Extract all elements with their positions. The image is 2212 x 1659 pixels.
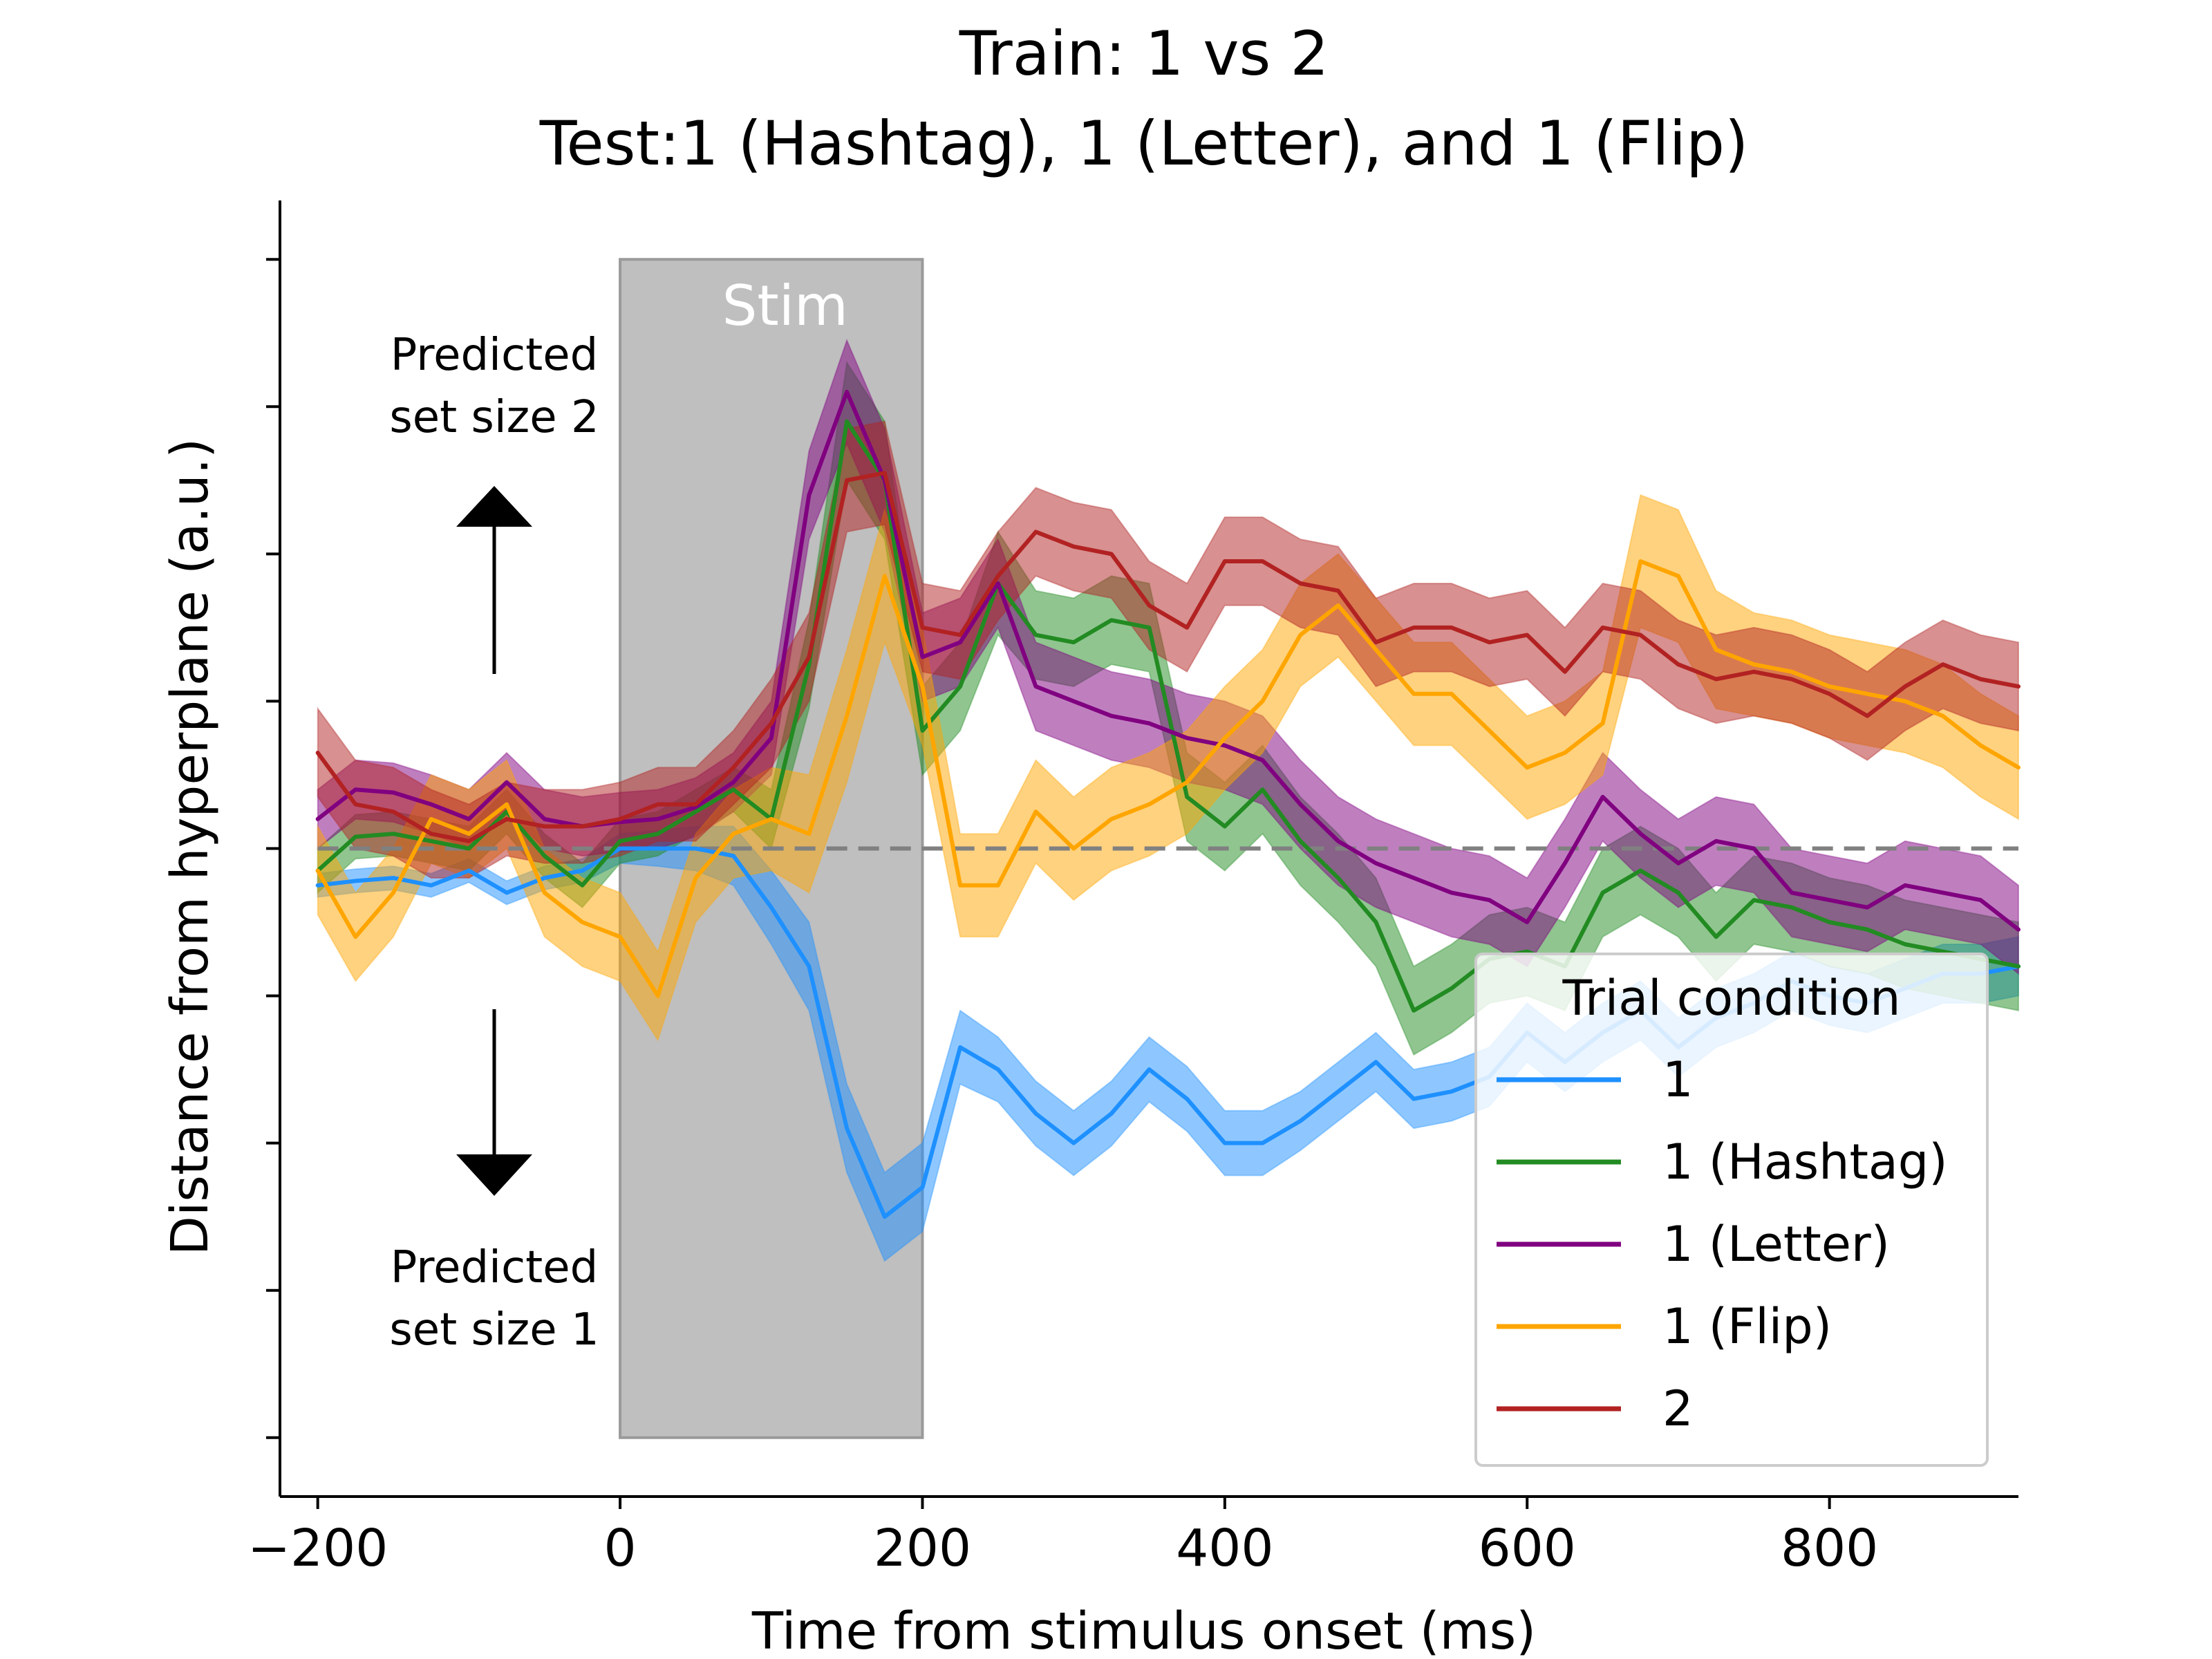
x-tick-label: 600	[1479, 1519, 1576, 1578]
series-lines	[315, 390, 2021, 1219]
series-line-1	[315, 419, 2021, 1013]
upper-annotation-line2: set size 2	[389, 392, 599, 443]
legend-label-1: 1 (Hashtag)	[1662, 1134, 1948, 1190]
legend-box	[1474, 953, 1989, 1467]
axes: −200 0 200 400 600 800	[247, 200, 2018, 1578]
upper-annotation-line1: Predicted	[391, 330, 598, 381]
legend-label-3: 1 (Flip)	[1662, 1298, 1832, 1355]
x-tick-label: 800	[1781, 1519, 1878, 1578]
x-axis-label: Time from stimulus onset (ms)	[751, 1602, 1536, 1659]
x-tick-label: 400	[1176, 1519, 1273, 1578]
chart-subtitle: Test:1 (Hashtag), 1 (Letter), and 1 (Fli…	[539, 108, 1749, 179]
series-line-3	[315, 559, 2021, 998]
legend: Trial condition 1 1 (Hashtag) 1 (Letter) 1 …	[1474, 953, 1989, 1467]
band-4	[317, 420, 2019, 879]
chart-title: Train: 1 vs 2	[959, 18, 1329, 89]
legend-label-2: 1 (Letter)	[1662, 1216, 1890, 1273]
series-line-4	[315, 471, 2021, 843]
legend-label-4: 2	[1662, 1380, 1694, 1437]
y-axis-label: Distance from hyperplane (a.u.)	[160, 438, 220, 1255]
up-arrow	[456, 486, 532, 674]
legend-title: Trial condition	[1562, 970, 1901, 1027]
x-tick-label: 0	[604, 1519, 637, 1578]
stim-label: Stim	[722, 274, 848, 338]
x-tick-label: −200	[247, 1519, 388, 1578]
lower-annotation-line2: set size 1	[389, 1304, 599, 1356]
x-tick-label: 200	[874, 1519, 971, 1578]
lower-annotation-line1: Predicted	[391, 1242, 598, 1293]
down-arrow	[456, 1009, 532, 1196]
legend-label-0: 1	[1662, 1051, 1694, 1108]
